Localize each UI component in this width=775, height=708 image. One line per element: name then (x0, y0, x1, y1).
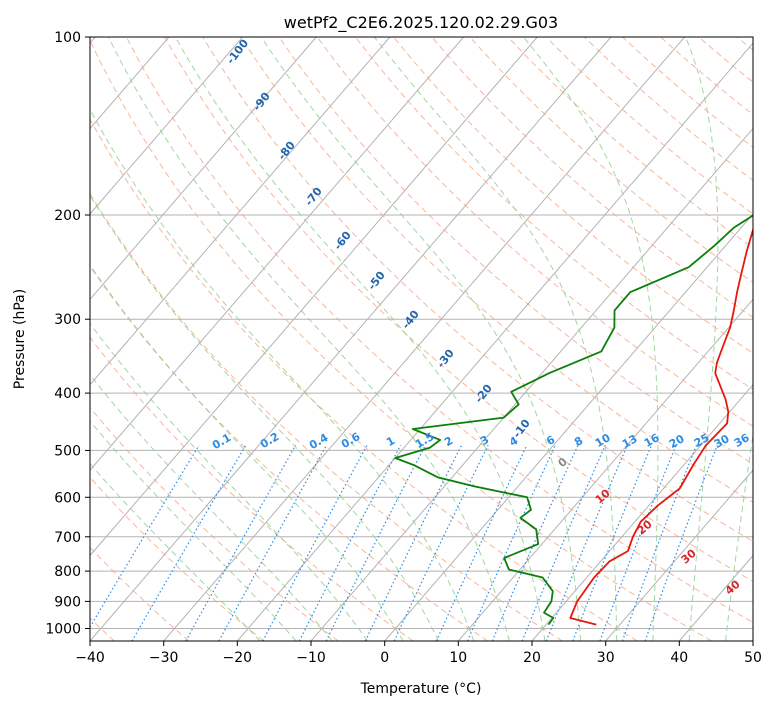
dry-adiabat-line (90, 546, 190, 641)
moist-adiabat-line (90, 194, 439, 641)
y-tick-label: 900 (54, 594, 81, 610)
dry-adiabat-line (355, 37, 753, 390)
dry-adiabat-line (393, 37, 753, 354)
y-axis-label: Pressure (hPa) (12, 289, 28, 389)
dry-adiabat-line (125, 37, 753, 623)
x-tick-label: −20 (223, 650, 253, 666)
isotherm-line (90, 37, 243, 215)
y-tick-label: 800 (54, 564, 81, 580)
mixing-ratio-line (644, 444, 718, 641)
moist-adiabat-line (260, 37, 582, 641)
plot-frame (89, 36, 754, 642)
dry-adiabat-line (90, 476, 264, 641)
mixing-ratio-line (185, 444, 297, 641)
x-axis-label: Temperature (°C) (360, 681, 482, 697)
dry-adiabat-line (240, 37, 753, 503)
x-tick-label: −40 (75, 650, 105, 666)
mixing-ratio-line (491, 444, 579, 641)
y-tick-label: 700 (54, 530, 81, 546)
moist-adiabat-line (523, 37, 659, 641)
moist-adiabat-line (90, 374, 333, 641)
y-tick-label: 1000 (45, 622, 81, 638)
y-tick-label: 500 (54, 443, 81, 459)
isotherm-line (90, 37, 464, 471)
dry-adiabat-line (202, 37, 753, 543)
dry-adiabat-line (90, 406, 339, 641)
moist-adiabat-line (90, 108, 475, 641)
isotherm-line (310, 127, 753, 641)
isotherm-line (163, 37, 685, 641)
isotherm-line (90, 37, 538, 557)
x-tick-label: −30 (149, 650, 179, 666)
y-tick-label: 600 (54, 490, 81, 506)
isotherm-line (90, 37, 612, 641)
mixing-ratio-line (599, 444, 677, 641)
y-tick-label: 400 (54, 386, 81, 402)
mixing-ratio-line (90, 444, 200, 629)
x-tick-label: −10 (296, 650, 326, 666)
y-tick-label: 300 (54, 312, 81, 328)
dry-adiabat-line (164, 37, 753, 583)
background-lines (90, 37, 753, 641)
x-tick-label: 0 (380, 650, 389, 666)
dry-adiabat-line (90, 336, 414, 641)
mixing-ratio-line (325, 444, 426, 641)
moist-adiabat-line (174, 37, 546, 641)
dry-adiabat-line (90, 118, 638, 641)
mixing-ratio-line (298, 444, 402, 641)
x-tick-label: 10 (449, 650, 467, 666)
moist-adiabat-line (90, 420, 297, 641)
moist-adiabat-line (108, 37, 510, 641)
mixing-ratio-line (393, 444, 489, 641)
isotherm-line (752, 640, 753, 641)
moist-adiabat-line (90, 322, 369, 641)
isotherm-line (605, 469, 753, 641)
dry-adiabat-line (316, 37, 753, 427)
dry-adiabat-line (431, 37, 753, 319)
plot-background (90, 37, 753, 641)
mixing-ratio-line (364, 444, 463, 641)
x-tick-label: 20 (523, 650, 541, 666)
mixing-ratio-line (218, 444, 328, 641)
moist-adiabat-line (90, 264, 404, 641)
x-tick-label: 30 (597, 650, 615, 666)
dry-adiabat-line (90, 193, 563, 641)
isotherm-line (236, 42, 753, 641)
dry-adiabat-line (90, 265, 488, 641)
dewpoint-line (394, 214, 753, 626)
chart-title: wetPf2_C2E6.2025.120.02.29.G03 (284, 13, 558, 33)
isotherm-line (531, 383, 753, 641)
mixing-ratio-line (466, 444, 556, 641)
isotherm-line (90, 37, 317, 301)
y-tick-label: 200 (54, 208, 81, 224)
y-tick-label: 100 (54, 30, 81, 46)
x-tick-label: 40 (670, 650, 688, 666)
x-axis: −40 −30 −20 −10 0 10 20 30 40 50 (75, 641, 762, 666)
moist-adiabat-line (685, 37, 719, 641)
x-tick-label: 50 (744, 650, 762, 666)
sounding-lines (394, 214, 753, 626)
isotherm-line (457, 298, 753, 641)
temperature-line (569, 226, 753, 626)
isotherm-line (384, 213, 753, 641)
moist-adiabat-line (725, 431, 753, 641)
y-axis: 100 200 300 400 500 600 700 800 900 1000 (45, 30, 90, 638)
isotherm-line (90, 37, 391, 386)
moist-adiabat-line (90, 463, 261, 641)
